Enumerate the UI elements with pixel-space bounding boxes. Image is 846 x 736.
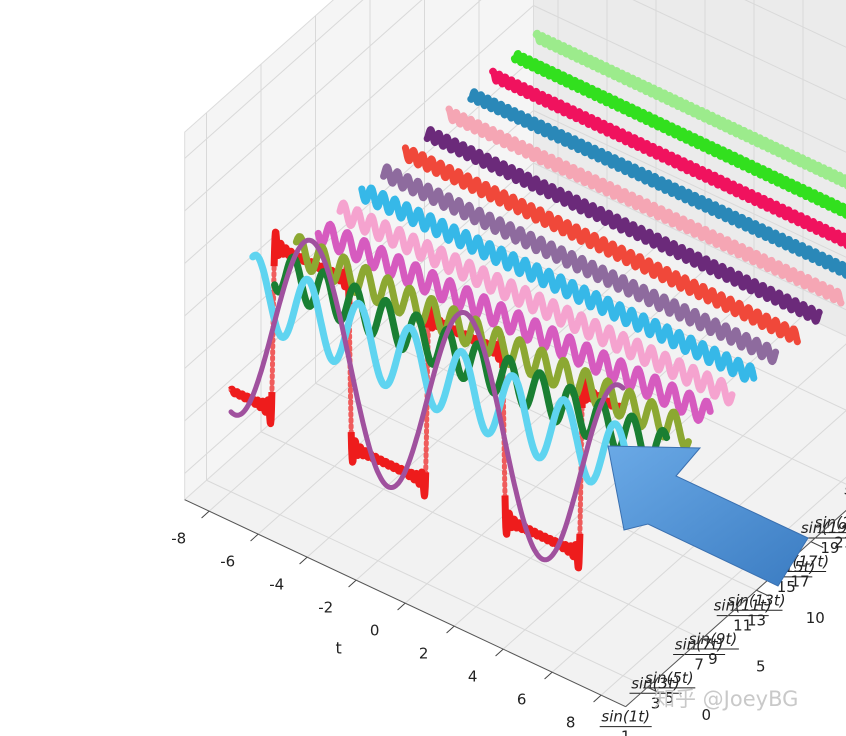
tick-mark [348,579,357,588]
series-label: sin(5t) 5 [643,669,696,707]
tick-mark [495,648,504,657]
tick-label-t: -2 [318,598,333,616]
series-label-numerator: sin(21t) [815,514,846,532]
tick-mark [756,589,769,597]
tick-label-t: 4 [468,667,478,685]
watermark: 知乎 @JoeyBG [654,687,798,711]
series-line [336,199,736,407]
tick-mark [810,541,824,548]
series-label-denominator: 19 [820,539,839,557]
series-line [445,105,845,307]
tick-mark [544,671,553,680]
series-line [358,184,758,383]
tick-mark [201,510,210,519]
tick-label-t: -6 [220,552,235,570]
axis-line [184,499,626,708]
series-label: sin(23t)23 [844,480,846,498]
series-line [380,163,780,365]
series-line [532,29,846,190]
series-label: sin(13t) 13 [727,591,785,629]
axis-label-t: t [336,639,342,658]
series-line [423,126,823,325]
series-line [489,67,846,250]
grid-line [632,0,846,101]
series-label-denominator: 21 [834,534,846,552]
series-label-denominator: 3 [651,694,661,712]
grid-line [206,479,648,688]
grid-line [744,0,846,48]
series-line [401,144,801,346]
series-label-denominator: 11 [733,617,752,635]
tick-label-w: 5 [756,657,766,675]
tick-mark [647,686,660,694]
grid-line [184,5,534,317]
series-label-denominator: 17 [791,572,810,590]
series-label-numerator: sin(5t) [645,669,694,687]
tick-label-t: 0 [370,621,380,639]
series-label-denominator: 13 [747,611,766,629]
series-line [249,251,649,510]
series-label-denominator: 5 [665,689,675,707]
series-line [510,50,846,219]
grid-line [260,431,703,640]
grid-line [184,0,364,159]
tick-mark [397,602,406,611]
tick-label-t: 2 [419,644,429,662]
series-line [292,233,692,451]
tick-mark [446,625,455,634]
grid-line [315,382,757,591]
tick-label-w: 10 [806,609,825,627]
series-label-denominator: 7 [694,655,704,673]
series-line [314,220,714,424]
series-label: sin(9t) 9 [686,630,739,668]
series-label-numerator: sin(23t) [844,480,846,498]
grid-line [184,0,423,212]
tick-mark [250,533,259,542]
series-group [227,29,846,572]
series-label-numerator: sin(13t) [727,591,785,609]
grid-line [533,110,846,258]
series-line [467,88,846,279]
series-line [228,237,626,563]
tick-mark [593,694,602,703]
series-label-numerator: sin(1t) [601,708,650,726]
arrow-icon [607,445,809,587]
grid-line [533,5,846,153]
tick-label-t: -4 [269,575,284,593]
series-label-denominator: 9 [708,650,718,668]
grid-line [533,162,846,311]
series-labels: sin(1t)1sin(3t)3sin(5t)5sin(7t)7sin(9t)9… [599,480,846,736]
tick-label-t: 6 [517,690,527,708]
series-label-denominator: 1 [621,728,631,736]
tick-mark [701,638,715,645]
tick-mark [299,556,308,565]
grid-line [184,0,482,264]
series-label-denominator: 15 [777,578,796,596]
tick-label-t: -8 [171,529,186,547]
series-label-numerator: sin(9t) [689,630,738,648]
series-label: sin(1t) 1 [599,708,652,736]
tick-label-t: 8 [566,713,576,731]
tick-label-w: 0 [702,706,712,724]
